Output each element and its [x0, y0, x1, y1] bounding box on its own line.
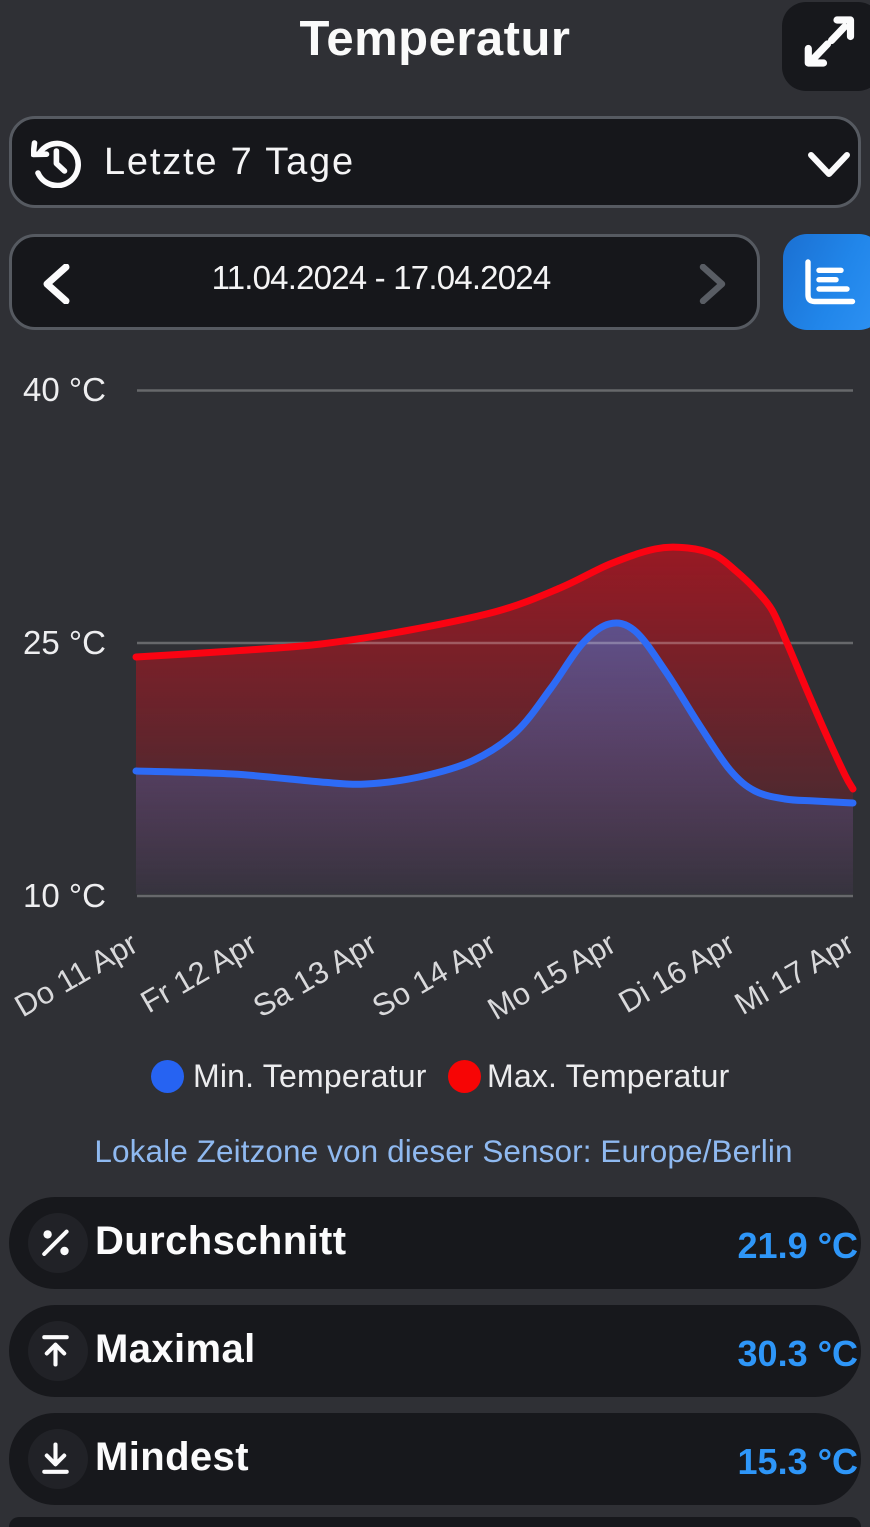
svg-text:Mi 17 Apr: Mi 17 Apr — [729, 926, 860, 1022]
svg-text:25 °C: 25 °C — [23, 624, 106, 661]
svg-text:Sa 13 Apr: Sa 13 Apr — [247, 926, 382, 1024]
svg-text:40 °C: 40 °C — [23, 371, 106, 408]
svg-text:Fr 12 Apr: Fr 12 Apr — [135, 926, 263, 1020]
svg-text:So 14 Apr: So 14 Apr — [366, 926, 501, 1024]
svg-text:10 °C: 10 °C — [23, 877, 106, 914]
svg-text:Di 16 Apr: Di 16 Apr — [613, 926, 741, 1020]
svg-text:Do 11 Apr: Do 11 Apr — [9, 926, 144, 1024]
svg-text:Mo 15 Apr: Mo 15 Apr — [482, 926, 622, 1027]
